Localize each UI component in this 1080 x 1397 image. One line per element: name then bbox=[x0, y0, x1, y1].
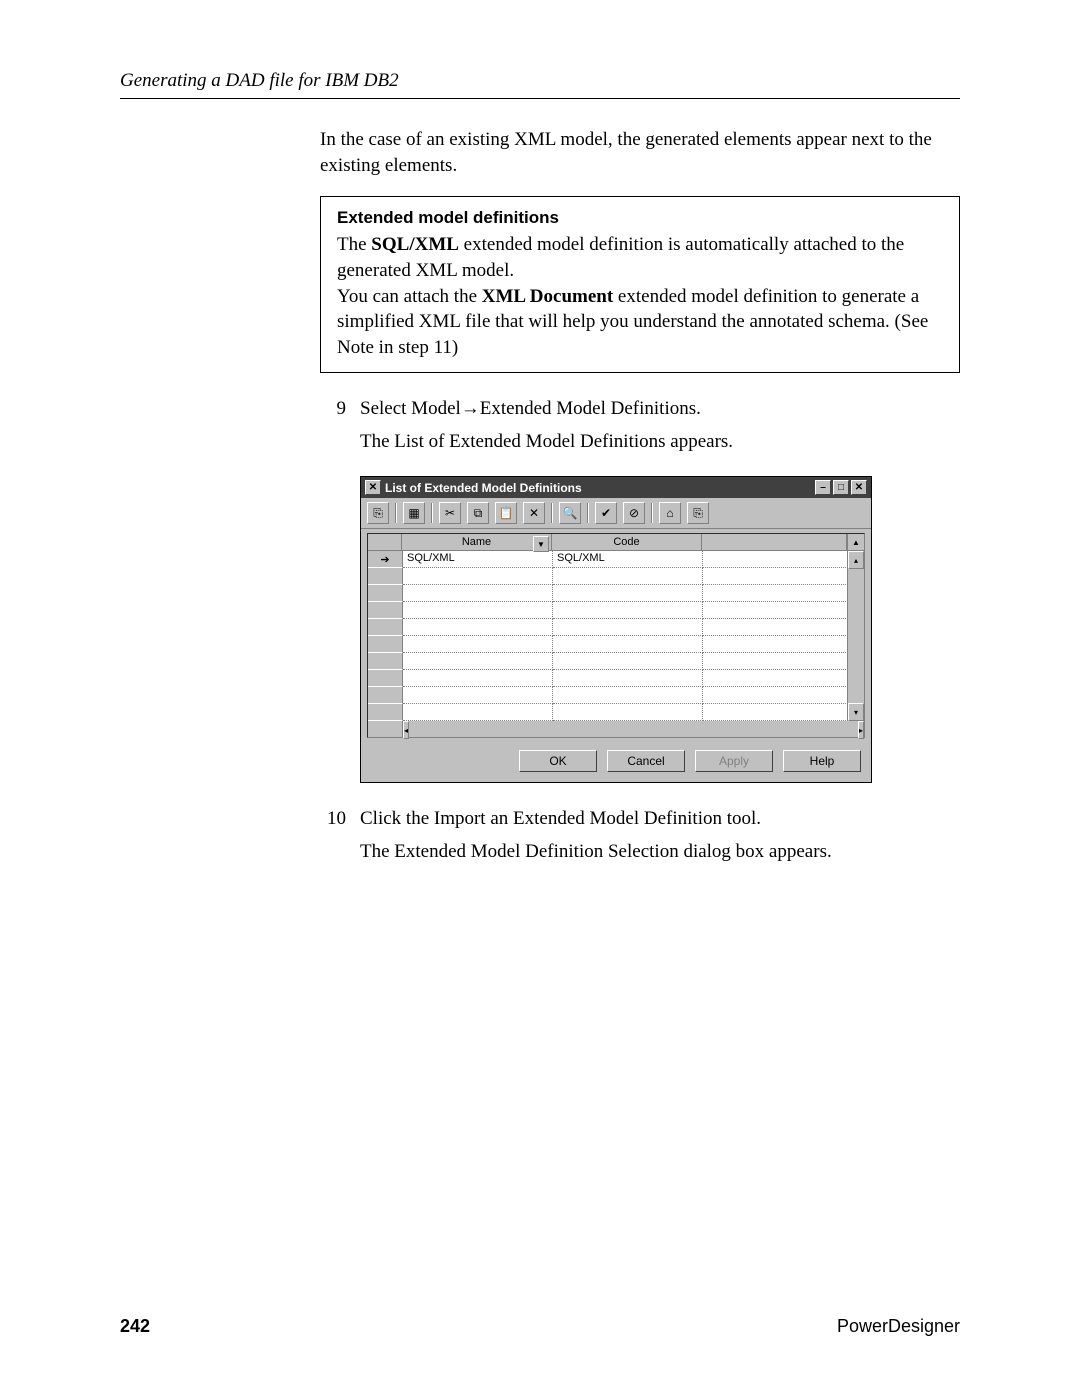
cell-name[interactable]: SQL/XML bbox=[403, 551, 553, 568]
scroll-up-icon[interactable]: ▲ bbox=[847, 534, 864, 550]
cell-code[interactable]: SQL/XML bbox=[553, 551, 703, 568]
tool-import-icon[interactable]: ⌂ bbox=[659, 502, 681, 524]
page-number: 242 bbox=[120, 1316, 150, 1337]
step-10: 10 Click the Import an Extended Model De… bbox=[320, 805, 960, 834]
row-marker-icon: ➔ bbox=[368, 551, 403, 568]
horizontal-scrollbar[interactable]: ◂ ▸ bbox=[403, 721, 864, 737]
toolbar-sep-4 bbox=[587, 503, 589, 523]
table-row[interactable] bbox=[368, 636, 864, 653]
grid-corner bbox=[368, 534, 402, 550]
vertical-scrollbar[interactable]: ▴ ▾ bbox=[847, 551, 864, 721]
tool-copy-icon[interactable]: ⧉ bbox=[467, 502, 489, 524]
maximize-icon[interactable]: □ bbox=[833, 480, 849, 495]
tool-delete-icon[interactable]: ✕ bbox=[523, 502, 545, 524]
note-line2-pre: You can attach the bbox=[337, 286, 482, 307]
grid-header: Name ▼ Code ▲ bbox=[368, 534, 864, 551]
table-row[interactable] bbox=[368, 568, 864, 585]
table-row[interactable] bbox=[368, 670, 864, 687]
minimize-icon[interactable]: – bbox=[815, 480, 831, 495]
step-10-result: The Extended Model Definition Selection … bbox=[360, 838, 960, 867]
step-9-result: The List of Extended Model Definitions a… bbox=[360, 428, 960, 457]
tool-export-icon[interactable]: ⎘ bbox=[687, 502, 709, 524]
help-button[interactable]: Help bbox=[783, 750, 861, 772]
col-name-label: Name bbox=[462, 536, 491, 548]
table-row[interactable] bbox=[368, 704, 864, 721]
tool-unfilter-icon[interactable]: ⊘ bbox=[623, 502, 645, 524]
step-10-text: Click the Import an Extended Model Defin… bbox=[360, 805, 960, 834]
step-9-number: 9 bbox=[320, 395, 346, 424]
step-9: 9 Select Model→Extended Model Definition… bbox=[320, 395, 960, 424]
step-9-text: Select Model→Extended Model Definitions. bbox=[360, 395, 960, 424]
extended-defs-dialog: ✕ List of Extended Model Definitions – □… bbox=[360, 476, 872, 783]
tool-filter-icon[interactable]: ✔ bbox=[595, 502, 617, 524]
note-bold-xmldoc: XML Document bbox=[482, 286, 613, 307]
note-title: Extended model definitions bbox=[337, 207, 943, 230]
header-rule bbox=[120, 98, 960, 99]
scroll-left-icon[interactable]: ◂ bbox=[403, 721, 409, 739]
apply-button[interactable]: Apply bbox=[695, 750, 773, 772]
scroll-right-icon[interactable]: ▸ bbox=[858, 721, 864, 739]
scroll-bottom-icon[interactable]: ▾ bbox=[848, 703, 864, 721]
col-code-header[interactable]: Code bbox=[552, 534, 702, 550]
product-name: PowerDesigner bbox=[837, 1316, 960, 1337]
note-line1-pre: The bbox=[337, 234, 371, 255]
ok-button[interactable]: OK bbox=[519, 750, 597, 772]
toolbar-sep-5 bbox=[651, 503, 653, 523]
table-row[interactable] bbox=[368, 585, 864, 602]
toolbar-sep-2 bbox=[431, 503, 433, 523]
grid-body: ➔ SQL/XML SQL/XML ▴ bbox=[368, 551, 864, 721]
tool-cut-icon[interactable]: ✂ bbox=[439, 502, 461, 524]
col-name-sort-icon[interactable]: ▼ bbox=[533, 536, 549, 552]
defs-grid: Name ▼ Code ▲ ➔ SQL/XML SQL/XML bbox=[367, 533, 865, 738]
running-header: Generating a DAD file for IBM DB2 bbox=[120, 70, 960, 92]
cell-blank bbox=[703, 551, 864, 568]
cancel-button[interactable]: Cancel bbox=[607, 750, 685, 772]
step-10-number: 10 bbox=[320, 805, 346, 834]
note-box: Extended model definitions The SQL/XML e… bbox=[320, 196, 960, 373]
table-row[interactable] bbox=[368, 619, 864, 636]
col-name-header[interactable]: Name ▼ bbox=[402, 534, 552, 550]
scroll-top-icon[interactable]: ▴ bbox=[848, 551, 864, 569]
table-row[interactable] bbox=[368, 687, 864, 704]
dialog-button-row: OK Cancel Apply Help bbox=[361, 742, 871, 782]
dialog-title: List of Extended Model Definitions bbox=[385, 481, 815, 495]
tool-properties-icon[interactable]: ⎘ bbox=[367, 502, 389, 524]
table-row[interactable]: ➔ SQL/XML SQL/XML bbox=[368, 551, 864, 568]
dialog-toolbar: ⎘ ▦ ✂ ⧉ 📋 ✕ 🔍 ✔ ⊘ ⌂ ⎘ bbox=[361, 498, 871, 529]
dialog-titlebar[interactable]: ✕ List of Extended Model Definitions – □… bbox=[361, 477, 871, 498]
grid-foot-corner bbox=[368, 721, 403, 737]
tool-insert-icon[interactable]: ▦ bbox=[403, 502, 425, 524]
col-blank-header bbox=[702, 534, 847, 550]
tool-find-icon[interactable]: 🔍 bbox=[559, 502, 581, 524]
toolbar-sep-1 bbox=[395, 503, 397, 523]
close-icon[interactable]: ✕ bbox=[851, 480, 867, 495]
note-bold-sqlxml: SQL/XML bbox=[371, 234, 459, 255]
toolbar-sep-3 bbox=[551, 503, 553, 523]
intro-paragraph: In the case of an existing XML model, th… bbox=[320, 127, 960, 178]
col-code-label: Code bbox=[613, 536, 639, 548]
page-footer: 242 PowerDesigner bbox=[120, 1316, 960, 1337]
table-row[interactable] bbox=[368, 602, 864, 619]
table-row[interactable] bbox=[368, 653, 864, 670]
tool-paste-icon[interactable]: 📋 bbox=[495, 502, 517, 524]
system-menu-icon[interactable]: ✕ bbox=[365, 480, 381, 495]
